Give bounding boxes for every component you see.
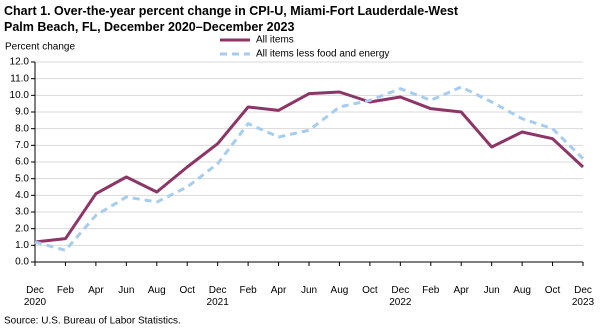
y-tick-label: 0.0 — [15, 257, 29, 268]
y-tick-label: 10.0 — [10, 90, 30, 101]
legend-label: All items less food and energy — [256, 49, 389, 60]
x-tick-label: Aug — [513, 285, 531, 296]
x-tick-label: Apr — [270, 285, 287, 296]
x-tick-label: Jun — [118, 285, 135, 296]
y-tick-label: 4.0 — [15, 190, 29, 201]
x-tick-label: Apr — [88, 285, 104, 296]
y-tick-label: 11.0 — [10, 73, 29, 84]
x-tick-label: Oct — [179, 285, 195, 296]
source: Source: U.S. Bureau of Labor Statistics. — [4, 316, 181, 327]
chart-title: Chart 1. Over-the-year percent change in… — [4, 4, 459, 34]
x-tick-label: Dec 2021 — [206, 285, 229, 308]
y-tick-label: 7.0 — [15, 140, 29, 151]
y-tick-label: 6.0 — [15, 157, 29, 168]
y-tick-label: 12.0 — [10, 57, 30, 68]
x-tick-label: Dec 2022 — [389, 285, 412, 308]
series-line — [34, 85, 585, 252]
y-tick-label: 1.0 — [15, 240, 29, 251]
series-line — [34, 90, 585, 244]
x-tick-label: Oct — [362, 285, 378, 296]
y-tick-label: 9.0 — [15, 107, 29, 118]
x-tick-label: Aug — [330, 285, 349, 296]
x-tick-label: Dec 2020 — [23, 285, 47, 308]
x-tick-label: Feb — [422, 285, 440, 296]
x-tick-label: Aug — [147, 285, 166, 296]
y-tick-label: 3.0 — [15, 207, 29, 218]
legend-label: All items — [256, 35, 294, 46]
x-tick-label: Dec 2023 — [571, 285, 595, 308]
y-tick-label: 2.0 — [15, 223, 29, 234]
x-tick-label: Feb — [239, 285, 257, 296]
y-tick-label: 5.0 — [15, 173, 29, 184]
x-tick-label: Oct — [544, 285, 561, 296]
x-tick-label: Feb — [56, 285, 75, 296]
y-axis-label: Percent change — [5, 42, 75, 53]
y-tick-label: 8.0 — [15, 123, 29, 134]
x-tick-label: Apr — [453, 285, 469, 296]
x-tick-label: Jun — [300, 285, 318, 296]
x-tick-label: Jun — [483, 285, 500, 296]
